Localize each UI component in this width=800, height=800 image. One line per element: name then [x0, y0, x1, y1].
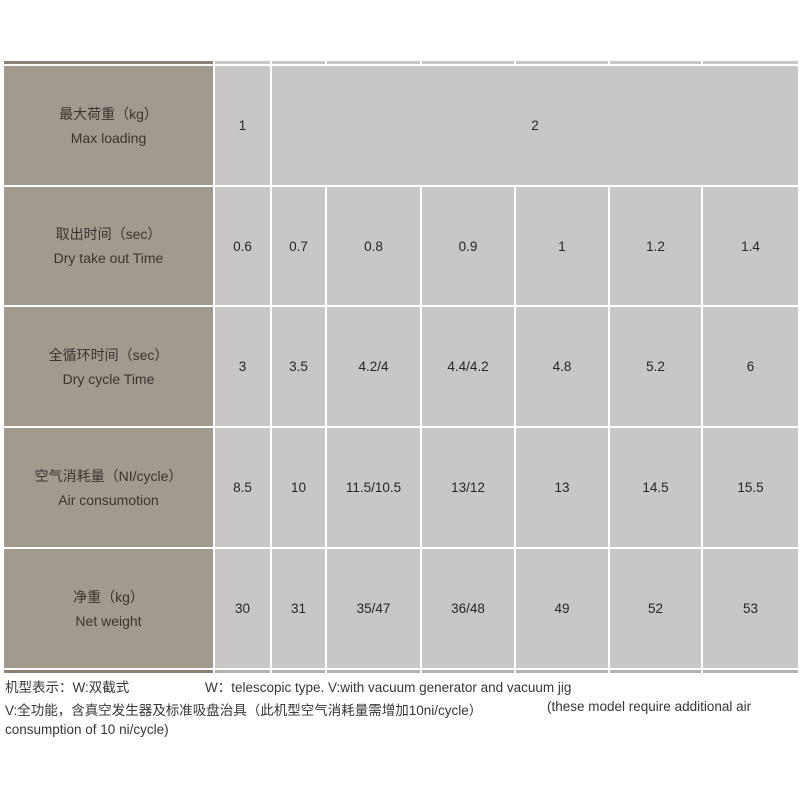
- footer-v-function-zh: V:全功能，含真空发生器及标准吸盘治具（此机型空气消耗量需增加10ni/cycl…: [5, 703, 483, 718]
- row-label-en: Air consumotion: [58, 491, 159, 508]
- value-cell: 0.9: [422, 187, 514, 305]
- value-cell: 2: [272, 66, 798, 185]
- value-cell: 13/12: [422, 428, 514, 547]
- footer-v-function-en: (these model require additional air: [547, 699, 752, 714]
- value-cell: 4.2/4: [327, 307, 420, 426]
- footer-model-notation-en: W：telescopic type. V:with vacuum generat…: [205, 680, 572, 695]
- row-header-cell: 最大荷重（kg） Max loading: [4, 66, 213, 185]
- value-cell: 13: [516, 428, 608, 547]
- row-label-zh: 全循环时间（sec）: [48, 346, 169, 363]
- table-bottom-sliver-header: [4, 670, 213, 673]
- value-cell: 36/48: [422, 549, 514, 668]
- value-cell: 11.5/10.5: [327, 428, 420, 547]
- row-label-en: Dry take out Time: [53, 250, 164, 266]
- table-top-sliver-cell: [610, 61, 701, 64]
- value-cell: 1: [215, 66, 270, 185]
- table-bottom-sliver-cell: [215, 670, 270, 673]
- row-label-en: Dry cycle Time: [62, 370, 155, 387]
- row-label-zh: 最大荷重（kg）: [59, 105, 158, 122]
- value-cell: 0.6: [215, 187, 270, 305]
- table-bottom-sliver-cell: [422, 670, 514, 673]
- value-cell: 53: [703, 549, 798, 668]
- table-top-sliver-header: [4, 61, 213, 64]
- table-top-sliver-cell: [215, 61, 270, 64]
- table-bottom-sliver-cell: [516, 670, 608, 673]
- value-cell: 14.5: [610, 428, 701, 547]
- value-cell: 0.8: [327, 187, 420, 305]
- value-cell: 49: [516, 549, 608, 668]
- table-top-sliver-cell: [327, 61, 420, 64]
- value-cell: 10: [272, 428, 325, 547]
- value-cell: 1.2: [610, 187, 701, 305]
- row-label-en: Net weight: [75, 612, 142, 629]
- value-cell: 15.5: [703, 428, 798, 547]
- row-label-en: Max loading: [70, 129, 147, 146]
- value-cell: 0.7: [272, 187, 325, 305]
- table-top-sliver-cell: [422, 61, 514, 64]
- footer-line-3: consumption of 10 ni/cycle): [5, 722, 797, 741]
- value-cell: 3: [215, 307, 270, 426]
- row-label-zh: 空气消耗量（NI/cycle）: [34, 467, 183, 484]
- table-bottom-sliver-cell: [610, 670, 701, 673]
- value-cell: 8.5: [215, 428, 270, 547]
- value-cell: 35/47: [327, 549, 420, 668]
- value-cell: 4.4/4.2: [422, 307, 514, 426]
- row-header-cell: 全循环时间（sec） Dry cycle Time: [4, 307, 213, 426]
- table-bottom-sliver-cell: [272, 670, 325, 673]
- value-cell: 1.4: [703, 187, 798, 305]
- row-label-zh: 取出时间（sec）: [55, 226, 162, 242]
- value-cell: 52: [610, 549, 701, 668]
- table-top-sliver-cell: [272, 61, 325, 64]
- value-cell: 1: [516, 187, 608, 305]
- footer-model-notation-zh: 机型表示：W:双截式: [5, 680, 130, 695]
- value-cell: 5.2: [610, 307, 701, 426]
- row-header-cell: 空气消耗量（NI/cycle） Air consumotion: [4, 428, 213, 547]
- row-label-zh: 净重（kg）: [73, 588, 144, 605]
- row-header-cell: 取出时间（sec） Dry take out Time: [4, 187, 213, 305]
- value-cell: 4.8: [516, 307, 608, 426]
- value-cell: 31: [272, 549, 325, 668]
- footer-consumption-note: consumption of 10 ni/cycle): [5, 722, 169, 737]
- spec-table: 最大荷重（kg） Max loading 1 2 取出时间（sec） Dry take o…: [4, 61, 798, 673]
- value-cell: 3.5: [272, 307, 325, 426]
- value-cell: 30: [215, 549, 270, 668]
- row-header-cell: 净重（kg） Net weight: [4, 549, 213, 668]
- table-bottom-sliver-cell: [703, 670, 798, 673]
- value-cell: 6: [703, 307, 798, 426]
- table-top-sliver-cell: [516, 61, 608, 64]
- table-top-sliver-cell: [703, 61, 798, 64]
- footer-line-1: 机型表示：W:双截式 W：telescopic type. V:with vac…: [5, 676, 797, 695]
- table-bottom-sliver-cell: [327, 670, 420, 673]
- footer-line-2: V:全功能，含真空发生器及标准吸盘治具（此机型空气消耗量需增加10ni/cycl…: [5, 699, 797, 718]
